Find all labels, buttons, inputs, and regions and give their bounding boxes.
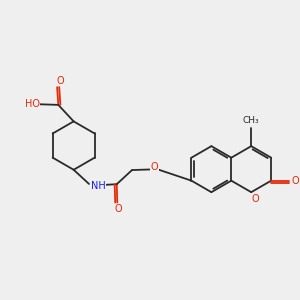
Text: O: O xyxy=(115,204,123,214)
Text: O: O xyxy=(292,176,299,186)
Text: O: O xyxy=(251,194,259,204)
Text: O: O xyxy=(57,76,64,86)
Text: HO: HO xyxy=(25,99,40,109)
Text: CH₃: CH₃ xyxy=(243,116,260,125)
Text: O: O xyxy=(151,161,159,172)
Text: NH: NH xyxy=(91,181,106,191)
